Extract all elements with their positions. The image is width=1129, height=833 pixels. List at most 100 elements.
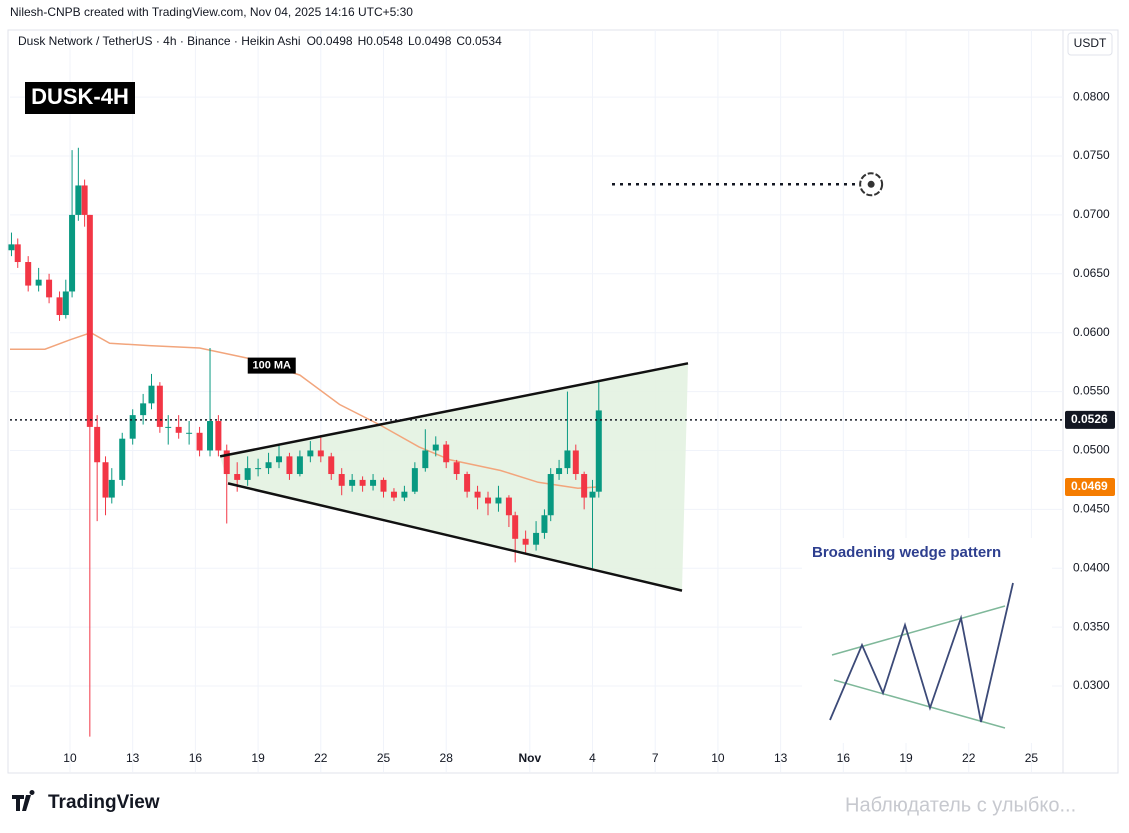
- candle-body: [556, 468, 563, 475]
- candle-body: [328, 456, 335, 475]
- logo-icon: [12, 789, 35, 811]
- candle-body: [547, 474, 554, 516]
- ma-label: 100 MA: [252, 360, 291, 372]
- y-tick-label: 0.0350: [1073, 619, 1110, 633]
- candle-body: [390, 491, 397, 498]
- x-tick-label: 10: [711, 751, 725, 765]
- candle-body: [370, 479, 377, 486]
- y-tick-label: 0.0550: [1073, 384, 1110, 398]
- candle-body: [505, 497, 512, 516]
- footer: ⁠ TradingView Наблюдатель с улыбко...: [12, 789, 1076, 816]
- candle-body: [223, 450, 230, 475]
- candle-body: [75, 185, 82, 215]
- watermark: Наблюдатель с улыбко...: [845, 794, 1076, 816]
- candle-body: [595, 410, 602, 492]
- candle-body: [422, 450, 429, 469]
- y-tick-label: 0.0500: [1073, 443, 1110, 457]
- x-tick-label: 13: [774, 751, 788, 765]
- candle-body: [380, 479, 387, 492]
- candle-body: [512, 515, 519, 539]
- ma-label-box: [247, 357, 296, 374]
- y-tick-label: 0.0750: [1073, 148, 1110, 162]
- currency: USDT: [1074, 36, 1107, 50]
- y-tick-label: 0.0400: [1073, 560, 1110, 574]
- candle-body: [94, 426, 101, 463]
- candle-body: [244, 468, 251, 480]
- candle-body: [432, 444, 439, 451]
- candle-body: [207, 421, 214, 451]
- candle-body: [102, 462, 109, 498]
- chart-title: DUSK-4H: [31, 84, 129, 109]
- currency-box[interactable]: [1067, 32, 1113, 56]
- candle-body: [86, 214, 93, 427]
- x-tick-label: 25: [377, 751, 391, 765]
- y-tick-label: 0.0800: [1073, 89, 1110, 103]
- moving-average: [10, 331, 597, 489]
- candle-body: [572, 450, 579, 475]
- candle-body: [234, 474, 241, 480]
- candle-body: [8, 244, 15, 251]
- credit: Nilesh-CNPB created with TradingView.com…: [10, 5, 413, 19]
- candle-body: [108, 479, 115, 498]
- wedge-upper: [219, 362, 689, 458]
- candle-body: [564, 450, 571, 469]
- candle-body: [56, 297, 63, 316]
- y-tick-label: 0.0300: [1073, 678, 1110, 692]
- candle-body: [589, 491, 596, 498]
- x-tick-label: 10: [63, 751, 77, 765]
- candle-body: [581, 474, 588, 498]
- ma-price-box: [1065, 477, 1115, 496]
- candle-body: [338, 474, 345, 486]
- candle-body: [119, 438, 126, 480]
- x-tick-label: 16: [837, 751, 851, 765]
- ohlc-value: O0.0498: [307, 34, 353, 48]
- candle-body: [186, 432, 193, 434]
- plot: 100 MA: [8, 147, 1063, 737]
- candle-body: [265, 462, 272, 469]
- x-tick-label: 25: [1025, 751, 1039, 765]
- wedge-lower: [227, 482, 683, 592]
- candle-body: [165, 426, 172, 428]
- candle-body: [156, 385, 163, 427]
- last-price-box: [1065, 410, 1115, 429]
- symbol: Dusk Network / TetherUS · 4h · Binance ·…: [18, 34, 301, 48]
- ma-price-label: 0.0469: [1071, 479, 1108, 493]
- candle-body: [286, 456, 293, 475]
- target-dot: [867, 180, 875, 188]
- candle-body: [296, 456, 303, 475]
- inset-title: Broadening wedge pattern: [812, 544, 1001, 561]
- legend: Dusk Network / TetherUS · 4h · Binance ·…: [18, 34, 502, 48]
- ohlc-value: L0.0498: [408, 34, 452, 48]
- ohlc-value: C0.0534: [456, 34, 502, 48]
- candle-body: [349, 479, 356, 486]
- title-box: [25, 82, 135, 114]
- x-tick-label: 19: [251, 751, 265, 765]
- x-tick-label: 4: [589, 751, 596, 765]
- candle-body: [129, 415, 136, 439]
- candle-body: [533, 532, 540, 545]
- y-tick-label: 0.0450: [1073, 502, 1110, 516]
- candle-body: [81, 185, 88, 215]
- inset-bg: [802, 538, 1052, 743]
- candle-body: [359, 479, 366, 486]
- logo: TradingView: [48, 792, 160, 813]
- candle-body: [401, 491, 408, 498]
- candle-body: [62, 291, 69, 316]
- chart-frame: [7, 29, 1119, 774]
- x-tick-label: 7: [652, 751, 659, 765]
- y-tick-label: 0.0600: [1073, 325, 1110, 339]
- candle-body: [46, 279, 53, 298]
- candle-body: [307, 450, 314, 457]
- candle-body: [25, 262, 32, 286]
- candle-body: [175, 426, 182, 433]
- candle-body: [495, 497, 502, 504]
- ohlc-value: H0.0548: [358, 34, 404, 48]
- candle-body: [255, 468, 262, 470]
- wedge-fill: [220, 363, 689, 591]
- candle-body: [464, 474, 471, 492]
- candle-body: [522, 538, 529, 545]
- x-tick-label: 28: [440, 751, 454, 765]
- candle-body: [196, 432, 203, 451]
- candle-body: [215, 421, 222, 451]
